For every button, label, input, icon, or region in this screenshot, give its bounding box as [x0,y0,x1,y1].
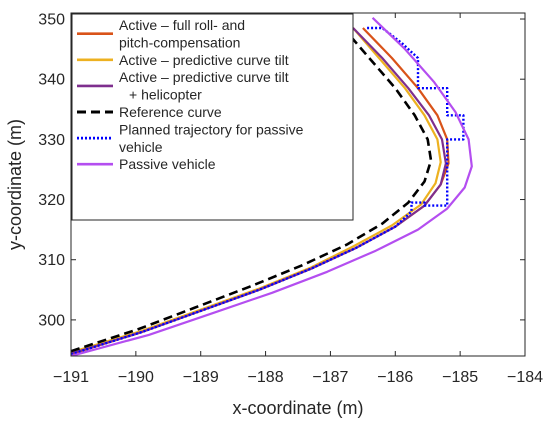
y-axis-label: y-coordinate (m) [5,119,25,250]
legend-box [71,13,354,221]
y-tick-label: 340 [38,72,65,89]
x-tick-label: −188 [248,369,284,386]
x-tick-label: −186 [377,369,413,386]
legend-label: Active – full roll- and [119,17,245,33]
axes: −191 −190 −189 −188 −187 −186 −185 −184 300 310 32… [38,12,543,386]
legend-label: Planned trajectory for passive [119,121,304,137]
series-line-4 [71,27,433,353]
x-tick-label: −190 [118,369,154,386]
legend: Active – full roll- andpitch-compensatio… [71,13,354,221]
y-tick-label: 330 [38,132,65,149]
x-tick-label: −187 [312,369,348,386]
x-tick-label: −184 [507,369,543,386]
x-tick-label: −189 [183,369,219,386]
x-axis-label: x-coordinate (m) [232,398,363,418]
legend-label: Passive vehicle [119,156,216,172]
y-tick-label: 350 [38,12,65,29]
y-tick-label: 300 [38,312,65,329]
y-tick-label: 320 [38,192,65,209]
legend-label: + helicopter [129,87,202,103]
series-lines [71,17,473,356]
plot-area-frame [70,12,526,357]
legend-label: pitch-compensation [119,34,240,50]
x-tick-label: −185 [442,369,478,386]
series-line-5 [71,26,465,356]
series-line-6 [71,17,473,356]
legend-label: Active – predictive curve tilt [119,52,289,68]
x-tick-label: −191 [53,369,89,386]
legend-label: vehicle [119,139,163,155]
legend-label: Reference curve [119,104,222,120]
legend-label: Active – predictive curve tilt [119,69,289,85]
y-tick-label: 310 [38,252,65,269]
